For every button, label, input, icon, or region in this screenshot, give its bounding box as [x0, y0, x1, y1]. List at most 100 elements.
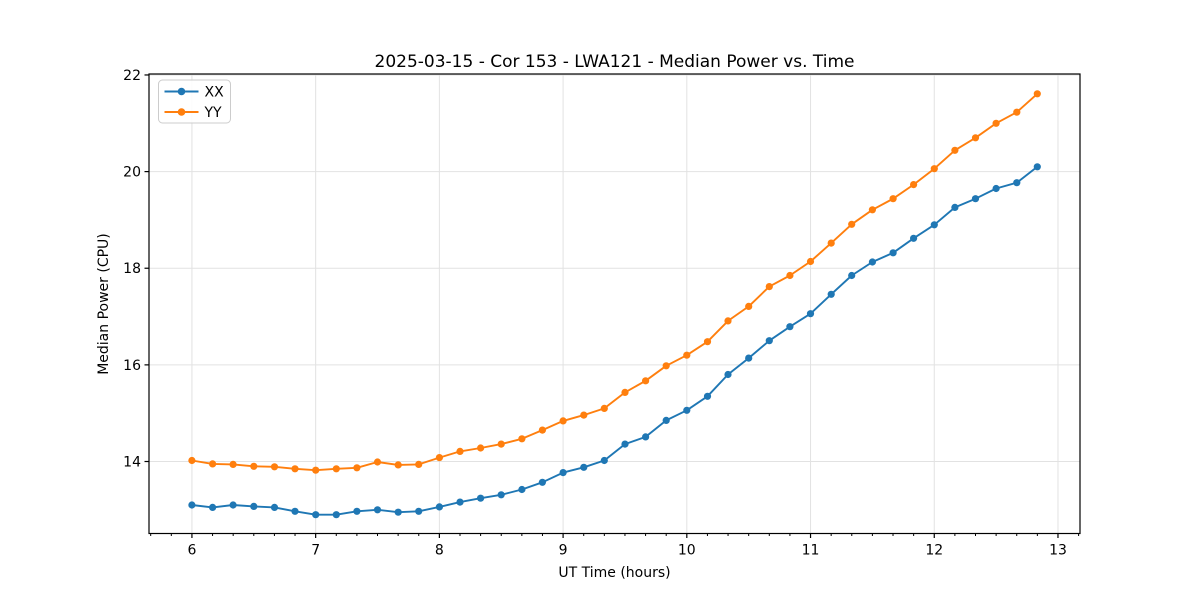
data-point-xx	[724, 370, 732, 379]
x-axis-label: UT Time (hours)	[558, 565, 670, 581]
data-point-yy	[456, 447, 464, 455]
data-point-yy	[559, 417, 567, 425]
data-point-xx	[497, 491, 505, 499]
data-point-xx	[456, 498, 464, 506]
data-point-xx	[765, 337, 773, 345]
data-point-yy	[703, 338, 712, 346]
chart-title: 2025-03-15 - Cor 153 - LWA121 - Median P…	[375, 52, 855, 72]
data-point-xx	[621, 440, 629, 448]
data-point-yy	[827, 239, 835, 247]
data-point-xx	[662, 416, 670, 424]
x-tick-label: 10	[678, 543, 696, 559]
data-point-yy	[683, 351, 691, 359]
axis-tick-labels: 6 7 8 9 10 11 12 13 14 16 18 20 22	[123, 68, 1067, 559]
y-tick-label: 16	[123, 358, 141, 374]
data-point-xx	[518, 485, 526, 494]
data-point-yy	[415, 460, 423, 468]
data-point-xx	[229, 501, 237, 509]
y-axis-label: Median Power (CPU)	[96, 233, 112, 375]
series-line-yy	[191, 93, 1038, 472]
data-point-yy	[662, 362, 670, 370]
legend-entry-yy: YY	[164, 105, 223, 121]
data-point-xx	[930, 221, 938, 229]
data-point-yy	[621, 388, 629, 396]
legend-marker-xx	[177, 87, 186, 96]
axis-ticks	[144, 74, 1080, 538]
data-point-yy	[394, 461, 402, 469]
data-point-xx	[868, 258, 877, 266]
data-point-yy	[786, 271, 794, 280]
x-tick-label: 9	[559, 543, 568, 559]
data-point-xx	[806, 310, 815, 318]
legend-marker-yy	[177, 108, 186, 116]
series-line-xx	[191, 166, 1038, 516]
data-point-yy	[910, 181, 918, 189]
y-tick-label: 20	[123, 165, 141, 181]
data-point-xx	[353, 507, 361, 515]
data-point-xx	[971, 195, 980, 203]
data-point-yy	[229, 460, 237, 468]
data-point-xx	[951, 203, 959, 211]
data-point-yy	[312, 466, 320, 474]
data-point-xx	[642, 433, 650, 441]
data-point-xx	[209, 503, 217, 511]
data-point-yy	[332, 465, 340, 473]
data-point-yy	[353, 464, 361, 472]
x-tick-label: 7	[311, 543, 320, 559]
y-tick-label: 14	[123, 455, 141, 471]
series-plot	[188, 90, 1041, 519]
data-point-xx	[992, 184, 1000, 193]
data-point-xx	[435, 503, 443, 511]
data-point-xx	[889, 249, 897, 257]
data-point-xx	[1013, 179, 1021, 187]
data-point-xx	[848, 271, 856, 280]
data-point-yy	[806, 257, 815, 266]
data-point-yy	[765, 283, 773, 291]
data-point-yy	[373, 458, 382, 466]
data-point-yy	[930, 165, 938, 173]
data-point-yy	[889, 195, 897, 203]
data-point-xx	[312, 511, 320, 519]
data-point-yy	[435, 454, 443, 462]
data-point-xx	[745, 354, 753, 362]
data-point-yy	[724, 317, 732, 325]
data-point-xx	[477, 494, 485, 502]
data-point-xx	[786, 323, 794, 331]
data-point-xx	[538, 478, 547, 486]
legend-label-xx: XX	[205, 85, 225, 101]
data-point-yy	[642, 377, 650, 385]
data-point-yy	[951, 146, 959, 154]
plot-border	[148, 73, 1081, 535]
data-point-xx	[580, 463, 588, 471]
data-point-xx	[188, 501, 196, 509]
data-point-xx	[683, 406, 691, 414]
data-point-xx	[1033, 163, 1041, 171]
y-tick-label: 22	[123, 68, 141, 84]
legend: XX YY	[158, 79, 231, 124]
x-tick-label: 8	[435, 543, 444, 559]
data-point-yy	[250, 462, 258, 470]
x-tick-label: 12	[925, 543, 943, 559]
data-point-yy	[538, 426, 547, 434]
data-point-yy	[188, 456, 196, 465]
data-point-xx	[827, 290, 835, 298]
data-point-yy	[580, 411, 588, 419]
data-point-yy	[1013, 108, 1021, 116]
data-point-yy	[848, 220, 856, 228]
legend-label-yy: YY	[204, 105, 223, 121]
data-point-xx	[291, 507, 299, 515]
data-point-xx	[600, 456, 608, 465]
data-point-yy	[868, 206, 877, 214]
data-point-xx	[415, 507, 423, 515]
data-point-yy	[497, 440, 505, 448]
data-point-yy	[992, 119, 1000, 127]
y-tick-label: 18	[123, 261, 141, 277]
data-point-xx	[250, 502, 258, 510]
data-point-yy	[1033, 90, 1041, 98]
x-tick-label: 6	[187, 543, 196, 559]
x-tick-label: 11	[802, 543, 820, 559]
data-point-yy	[971, 134, 980, 142]
data-point-yy	[745, 302, 753, 310]
data-point-xx	[703, 392, 712, 400]
